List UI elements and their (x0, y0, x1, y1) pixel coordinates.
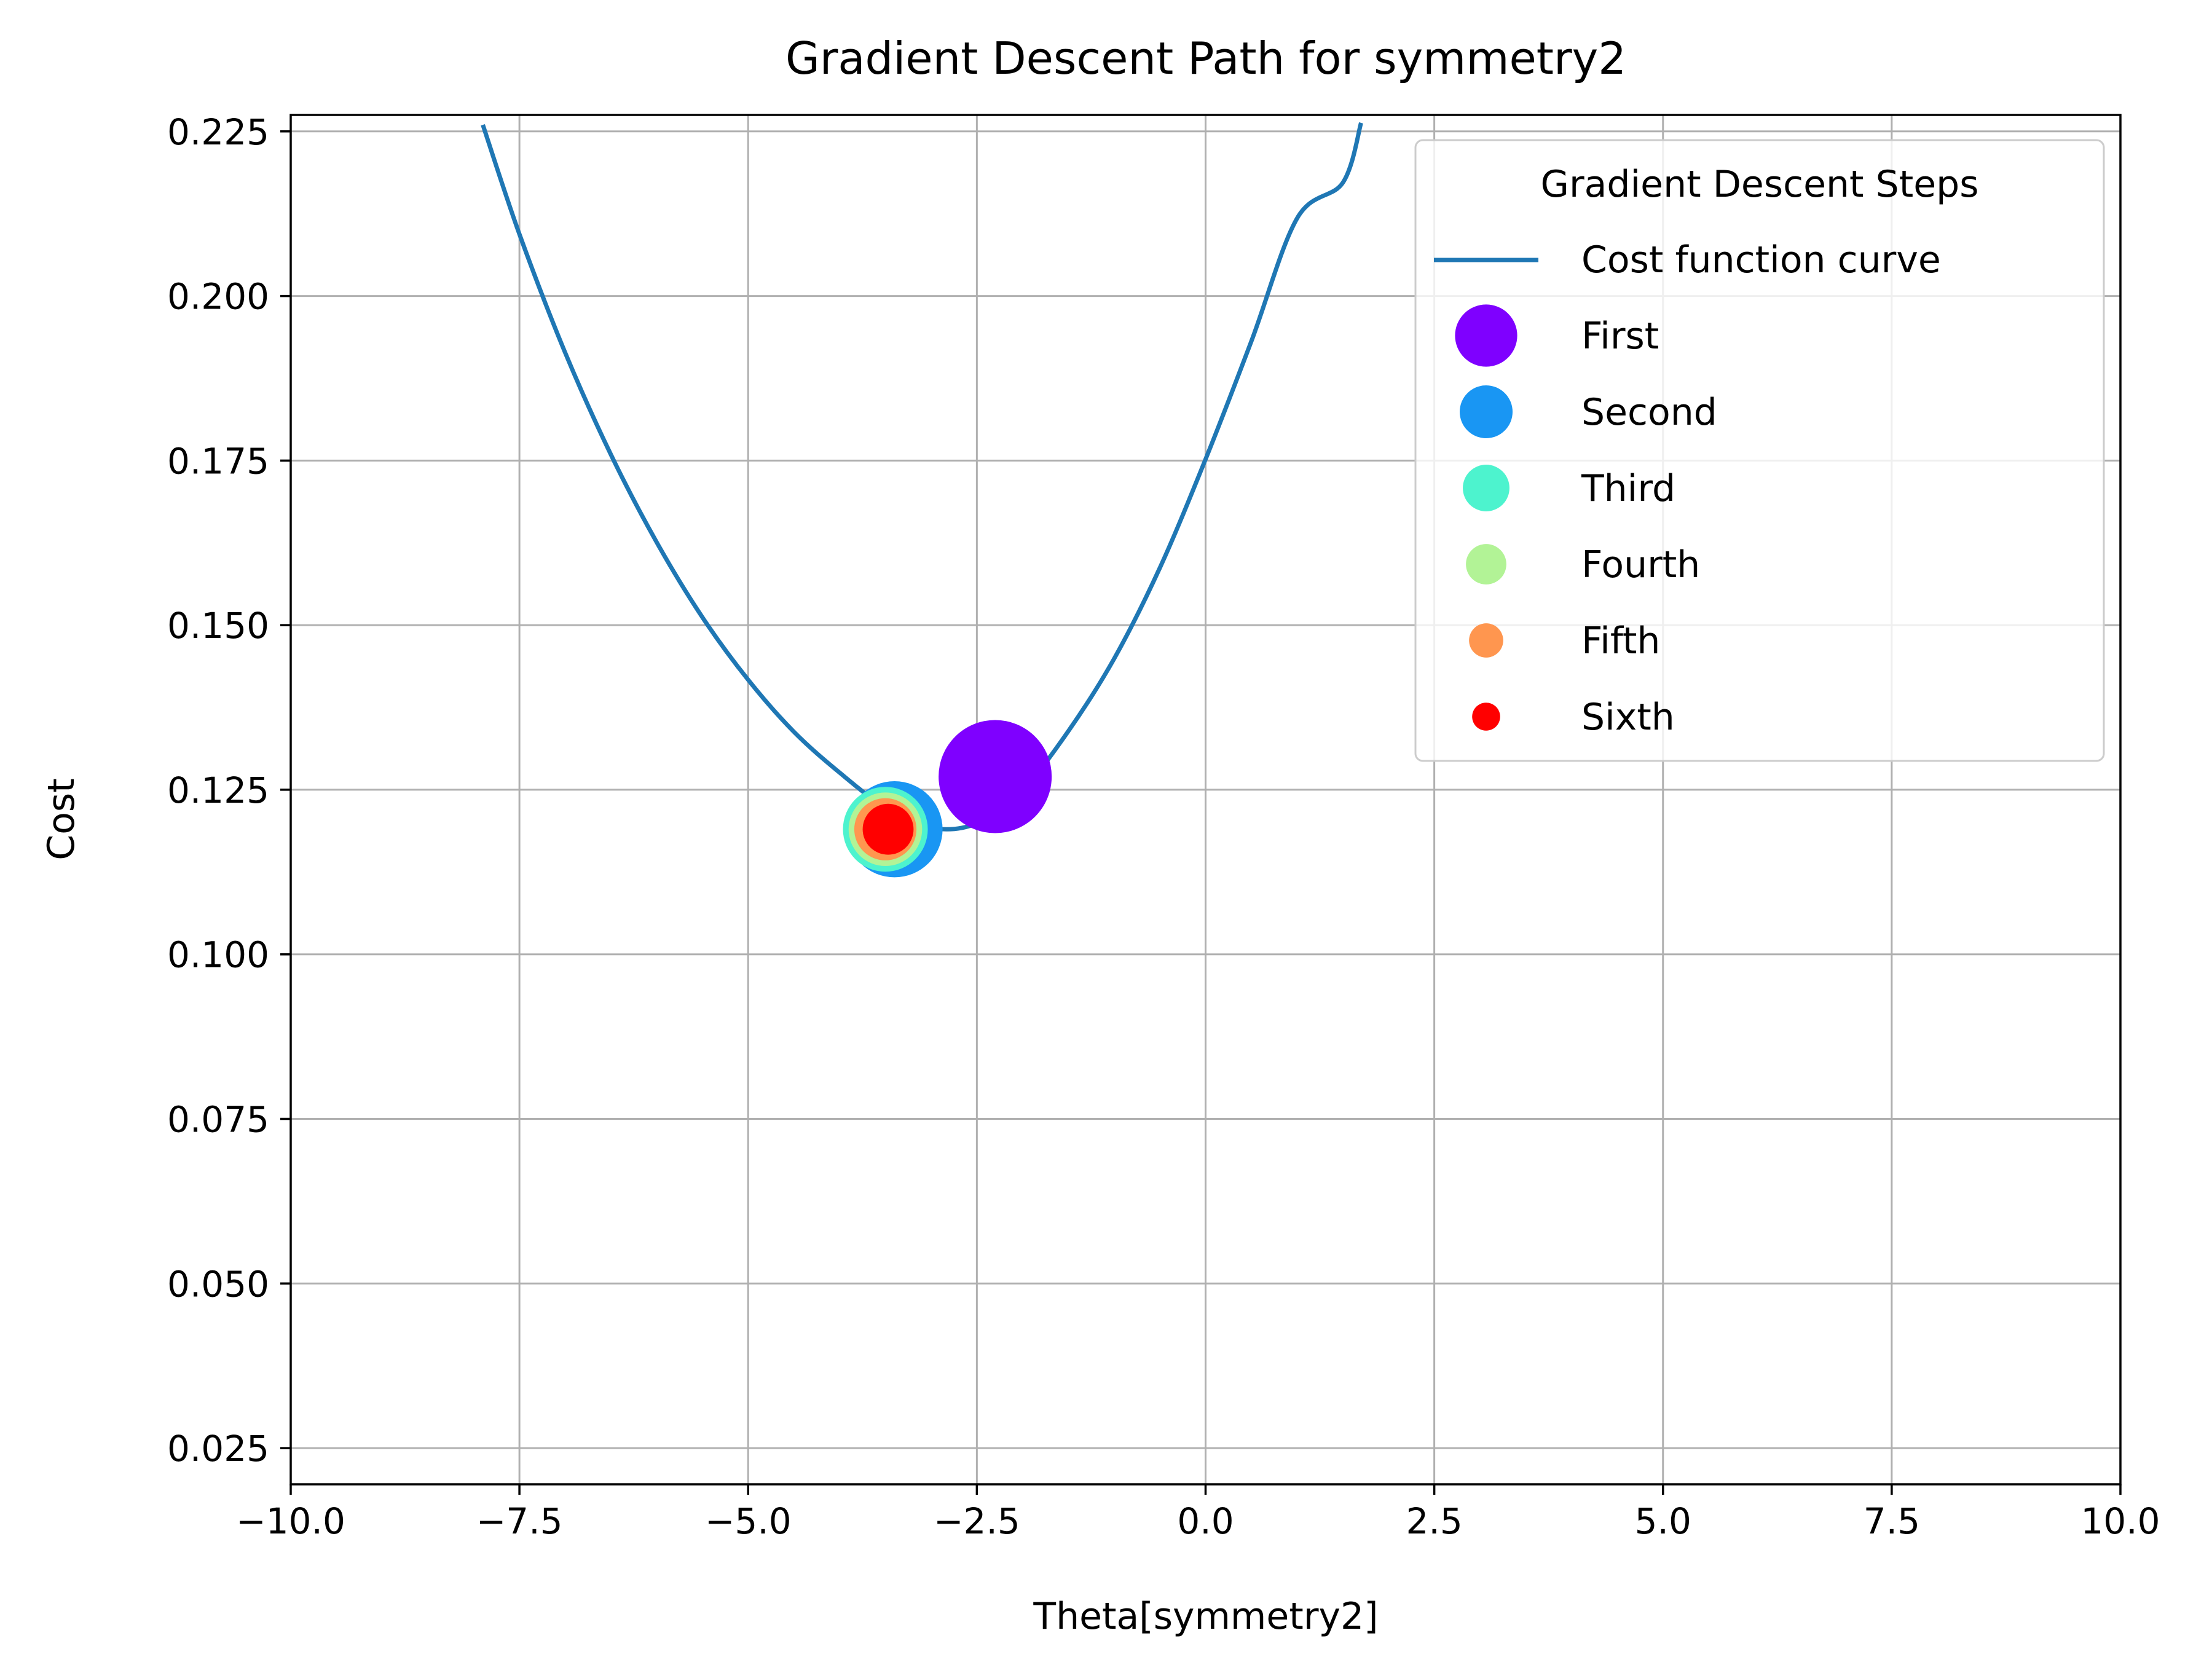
legend-label-first: First (1581, 315, 1659, 358)
x-tick-label: 10.0 (2080, 1500, 2160, 1542)
y-tick-label: 0.075 (167, 1099, 269, 1141)
legend-label-curve: Cost function curve (1581, 238, 1941, 281)
legend-label-second: Second (1581, 391, 1717, 434)
x-tick-label: 7.5 (1864, 1500, 1920, 1542)
y-tick-label: 0.100 (167, 934, 269, 976)
x-tick-label: 0.0 (1177, 1500, 1234, 1542)
y-tick-label: 0.175 (167, 440, 269, 482)
legend-marker-fifth (1469, 623, 1503, 658)
y-tick-label: 0.025 (167, 1428, 269, 1470)
x-tick-label: −5.0 (705, 1500, 792, 1542)
y-tick-label: 0.050 (167, 1263, 269, 1305)
y-tick-label: 0.150 (167, 605, 269, 647)
y-axis-ticks: 0.025 0.050 0.075 0.100 0.125 0.150 0.175 0.200… (167, 111, 291, 1470)
step-point-first (939, 720, 1052, 833)
legend-step-entries: First Second Third Fourth Fifth Sixth (1455, 304, 1717, 739)
x-tick-label: −7.5 (476, 1500, 563, 1542)
legend-title: Gradient Descent Steps (1541, 163, 1979, 206)
step-points (843, 720, 1052, 878)
legend-label-third: Third (1581, 467, 1675, 510)
y-axis-label: Cost (40, 778, 83, 860)
x-axis-ticks: −10.0 −7.5 −5.0 −2.5 0.0 2.5 5.0 7.5 10.0 (236, 1484, 2160, 1542)
x-tick-label: 5.0 (1635, 1500, 1691, 1542)
x-axis-label: Theta[symmetry2] (1033, 1595, 1378, 1638)
y-tick-label: 0.125 (167, 770, 269, 811)
y-tick-label: 0.200 (167, 276, 269, 318)
legend-marker-third (1463, 465, 1509, 511)
legend-box (1414, 139, 2105, 762)
legend-marker-second (1459, 385, 1513, 439)
y-tick-label: 0.225 (167, 111, 269, 153)
legend-marker-fourth (1466, 544, 1506, 585)
legend-marker-sixth (1472, 703, 1500, 731)
x-tick-label: −10.0 (236, 1500, 345, 1542)
legend-marker-first (1455, 304, 1517, 367)
legend-label-fifth: Fifth (1581, 620, 1660, 663)
legend-label-sixth: Sixth (1581, 696, 1675, 739)
x-tick-label: 2.5 (1406, 1500, 1463, 1542)
chart-title: Gradient Descent Path for symmetry2 (785, 33, 1626, 84)
legend-label-fourth: Fourth (1581, 543, 1700, 586)
legend: Gradient Descent Steps Cost function cur… (1414, 139, 2105, 762)
step-point-sixth (862, 803, 914, 855)
x-tick-label: −2.5 (934, 1500, 1020, 1542)
